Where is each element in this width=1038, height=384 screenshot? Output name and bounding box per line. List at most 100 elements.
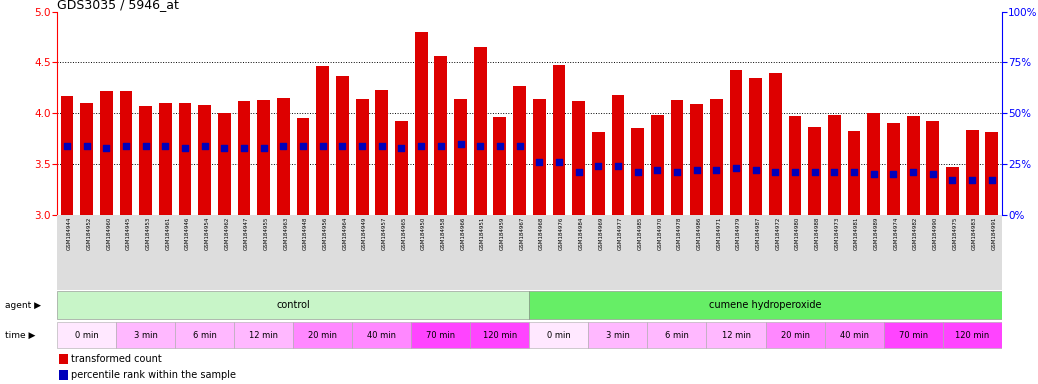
Point (374, 143, 390, 149)
Text: GSM184966: GSM184966 (461, 217, 465, 250)
Text: cumene hydroperoxide: cumene hydroperoxide (709, 300, 822, 310)
Text: GSM184983: GSM184983 (973, 217, 977, 250)
Bar (824, 322, 883, 348)
Text: GDS3035 / 5946_at: GDS3035 / 5946_at (57, 0, 179, 12)
Bar (235, 322, 293, 348)
Text: GSM184946: GSM184946 (185, 217, 190, 250)
Bar (57, 322, 116, 348)
Point (649, 167, 665, 173)
Text: GSM184944: GSM184944 (66, 217, 72, 250)
Point (590, 163, 606, 169)
Bar (80, 103, 93, 215)
Point (846, 169, 863, 175)
Bar (907, 116, 920, 215)
Bar (179, 103, 191, 215)
Text: GSM184988: GSM184988 (815, 217, 820, 250)
Bar (926, 121, 939, 215)
Text: transformed count: transformed count (72, 354, 162, 364)
Text: 40 min: 40 min (840, 331, 869, 339)
Point (98, 145, 114, 151)
Bar (411, 322, 470, 348)
Text: GSM184952: GSM184952 (86, 217, 91, 250)
Text: GSM184962: GSM184962 (224, 217, 229, 250)
Point (668, 169, 685, 175)
Text: 12 min: 12 min (721, 331, 750, 339)
Bar (648, 322, 707, 348)
Point (728, 165, 744, 171)
Bar (529, 322, 589, 348)
Bar (376, 90, 388, 215)
Bar (139, 106, 152, 215)
Text: GSM184948: GSM184948 (303, 217, 308, 250)
Bar (631, 127, 644, 215)
Point (925, 171, 941, 177)
Point (787, 169, 803, 175)
Text: 120 min: 120 min (955, 331, 989, 339)
Text: 3 min: 3 min (606, 331, 630, 339)
Text: GSM184955: GSM184955 (264, 217, 269, 250)
Point (905, 169, 922, 175)
Bar (690, 104, 703, 215)
Point (964, 177, 981, 184)
Bar (317, 66, 329, 215)
Bar (257, 100, 270, 215)
Bar (60, 96, 74, 215)
Text: GSM184959: GSM184959 (500, 217, 504, 250)
Text: GSM184949: GSM184949 (362, 217, 367, 250)
Text: GSM184945: GSM184945 (126, 217, 131, 250)
Point (176, 145, 193, 151)
Text: 6 min: 6 min (193, 331, 217, 339)
Text: time ▶: time ▶ (5, 331, 35, 339)
Bar (175, 322, 235, 348)
Bar (572, 101, 585, 215)
Bar (707, 322, 765, 348)
Point (885, 171, 902, 177)
Bar (985, 132, 999, 215)
Text: GSM184953: GSM184953 (145, 217, 151, 250)
Point (393, 145, 410, 151)
Text: GSM184957: GSM184957 (382, 217, 387, 250)
Bar (789, 116, 801, 215)
Text: GSM184972: GSM184972 (775, 217, 781, 250)
Text: GSM184978: GSM184978 (677, 217, 682, 250)
Text: 12 min: 12 min (249, 331, 278, 339)
Text: 120 min: 120 min (483, 331, 517, 339)
Point (767, 169, 784, 175)
Text: GSM184976: GSM184976 (558, 217, 564, 250)
Text: GSM184963: GSM184963 (283, 217, 289, 250)
Point (58, 143, 75, 149)
Point (708, 167, 725, 173)
Bar (218, 113, 230, 215)
Bar (116, 322, 175, 348)
Bar (57, 291, 529, 319)
Bar (293, 322, 352, 348)
Bar (868, 113, 880, 215)
Point (137, 143, 154, 149)
Point (216, 145, 233, 151)
Bar (552, 65, 566, 215)
Text: GSM184967: GSM184967 (520, 217, 524, 250)
Bar (198, 105, 211, 215)
Point (530, 159, 547, 165)
Text: agent ▶: agent ▶ (5, 301, 42, 310)
Point (255, 145, 272, 151)
Bar (769, 73, 782, 215)
Point (433, 143, 449, 149)
Point (945, 177, 961, 184)
Bar (887, 124, 900, 215)
Text: control: control (276, 300, 310, 310)
Point (807, 169, 823, 175)
Text: GSM184984: GSM184984 (578, 217, 583, 250)
Text: 3 min: 3 min (134, 331, 158, 339)
Bar (336, 76, 349, 215)
Bar (671, 100, 683, 215)
Bar (119, 91, 133, 215)
Text: GSM184985: GSM184985 (637, 217, 643, 250)
Bar (883, 322, 943, 348)
Bar (395, 121, 408, 215)
Bar (59, 354, 67, 364)
Text: GSM184968: GSM184968 (539, 217, 544, 250)
Text: GSM184970: GSM184970 (657, 217, 662, 250)
Bar (454, 99, 467, 215)
Text: GSM184975: GSM184975 (953, 217, 957, 250)
